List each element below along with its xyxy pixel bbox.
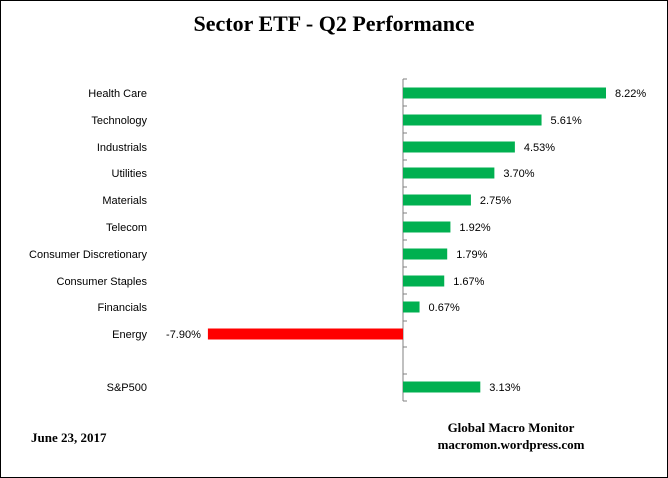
bar-sandp500 [403, 381, 481, 393]
value-label-materials: 2.75% [480, 195, 511, 207]
source-url: macromon.wordpress.com [437, 437, 585, 452]
category-label-materials: Materials [102, 195, 147, 207]
value-label-energy: -7.90% [166, 329, 201, 341]
bar-consumer-discretionary [403, 248, 448, 260]
value-label-technology: 5.61% [551, 115, 582, 127]
bar-health-care [403, 87, 606, 99]
category-labels: Health Care Technology Industrials Utilitie… [29, 88, 147, 394]
category-label-consumer-discretionary: Consumer Discretionary [29, 249, 147, 261]
category-label-sandp500: S&P500 [107, 382, 147, 394]
bar-industrials [403, 141, 515, 153]
value-label-consumer-staples: 1.67% [453, 276, 484, 288]
category-label-consumer-staples: Consumer Staples [57, 276, 148, 288]
category-label-energy: Energy [112, 329, 147, 341]
category-label-telecom: Telecom [106, 222, 147, 234]
footer-source: Global Macro Monitor macromon.wordpress.… [421, 419, 601, 453]
bar-financials [403, 301, 420, 313]
category-label-industrials: Industrials [97, 142, 148, 154]
value-label-industrials: 4.53% [524, 142, 555, 154]
bar-materials [403, 194, 471, 206]
footer-date: June 23, 2017 [31, 430, 107, 445]
value-label-health-care: 8.22% [615, 88, 646, 100]
category-label-health-care: Health Care [88, 88, 147, 100]
bar-technology [403, 114, 542, 126]
source-name: Global Macro Monitor [447, 420, 575, 435]
chart-title: Sector ETF - Q2 Performance [193, 11, 475, 36]
category-label-utilities: Utilities [112, 168, 148, 180]
bar-energy [207, 328, 403, 340]
value-label-financials: 0.67% [429, 302, 460, 314]
value-label-utilities: 3.70% [503, 168, 534, 180]
bar-consumer-staples [403, 275, 445, 287]
value-labels: 8.22% 5.61% 4.53% 3.70% 2.75% 1.92% 1.79% 1.67%… [166, 88, 646, 394]
value-label-telecom: 1.92% [459, 222, 490, 234]
bar-utilities [403, 167, 495, 179]
bar-telecom [403, 221, 451, 233]
category-label-technology: Technology [91, 115, 147, 127]
value-label-consumer-discretionary: 1.79% [456, 249, 487, 261]
bars-group [207, 78, 606, 402]
category-label-financials: Financials [97, 302, 147, 314]
value-label-sandp500: 3.13% [489, 382, 520, 394]
